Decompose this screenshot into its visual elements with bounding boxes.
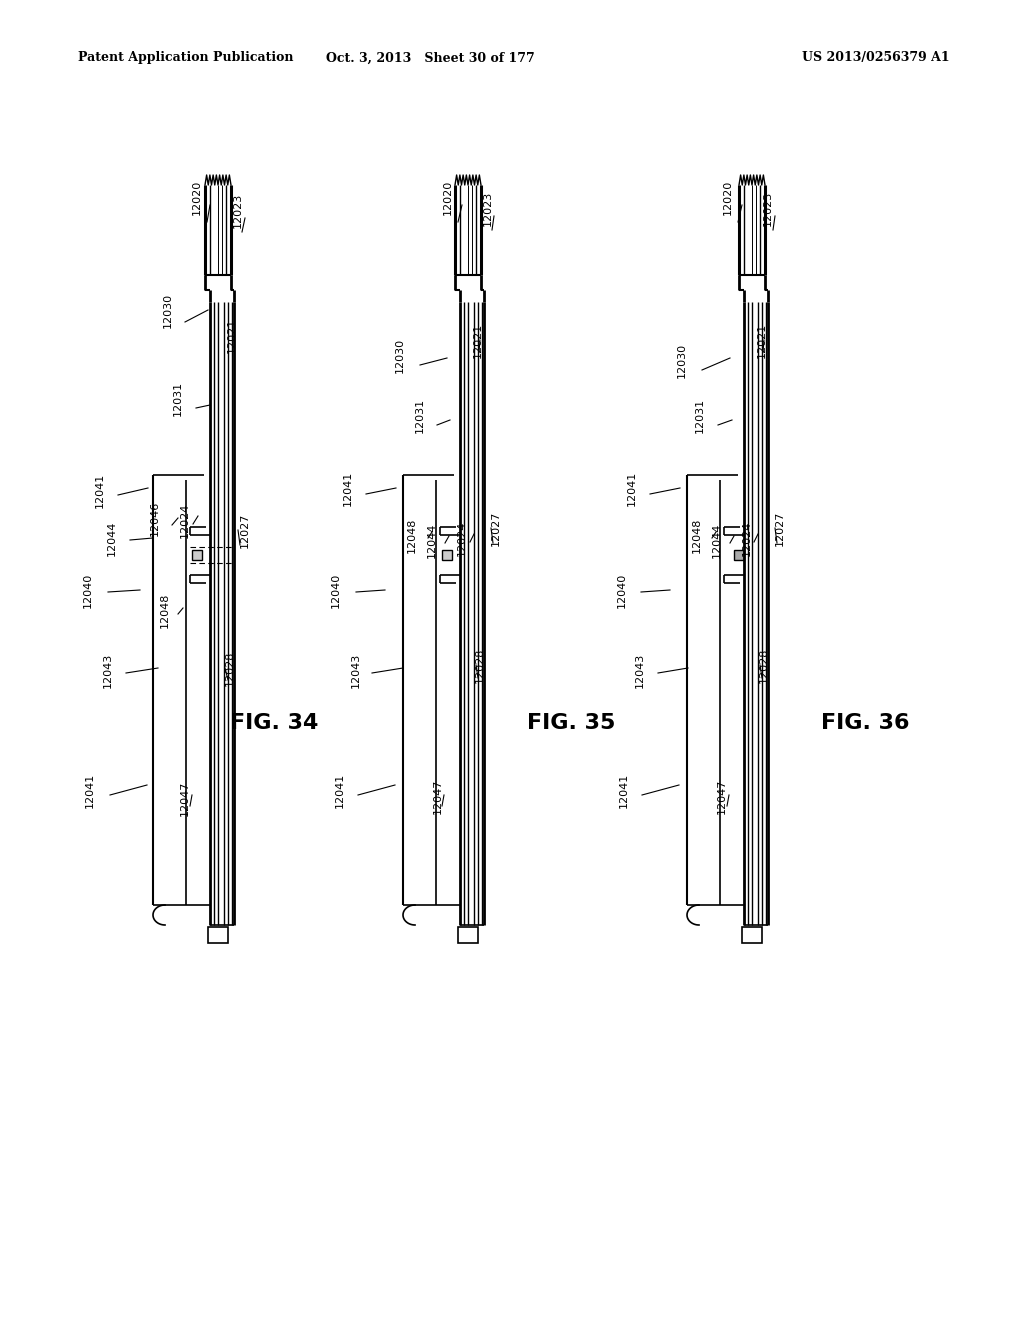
Text: 12028: 12028: [475, 647, 485, 682]
Text: 12041: 12041: [618, 772, 629, 808]
Text: 12047: 12047: [433, 779, 443, 813]
Text: 12023: 12023: [763, 190, 773, 226]
Text: 12030: 12030: [163, 293, 173, 327]
Text: 12041: 12041: [335, 772, 345, 808]
Text: 12031: 12031: [173, 380, 183, 416]
Text: 12044: 12044: [427, 523, 437, 557]
Text: 12031: 12031: [695, 397, 705, 433]
Text: 12043: 12043: [635, 652, 645, 688]
Text: Oct. 3, 2013   Sheet 30 of 177: Oct. 3, 2013 Sheet 30 of 177: [326, 51, 535, 65]
Text: 12041: 12041: [627, 470, 637, 506]
Text: 12020: 12020: [443, 180, 453, 215]
Text: 12047: 12047: [180, 780, 190, 816]
Text: 12020: 12020: [193, 180, 202, 215]
Text: 12041: 12041: [95, 473, 105, 508]
Text: 12023: 12023: [483, 190, 493, 226]
Text: 12024: 12024: [457, 520, 467, 556]
Text: 12046: 12046: [150, 500, 160, 536]
Text: 12041: 12041: [85, 772, 95, 808]
Text: 12047: 12047: [717, 779, 727, 813]
Text: 12027: 12027: [775, 511, 785, 545]
Text: Patent Application Publication: Patent Application Publication: [78, 51, 294, 65]
Text: FIG. 36: FIG. 36: [821, 713, 909, 734]
Text: 12021: 12021: [227, 317, 237, 352]
Text: FIG. 35: FIG. 35: [527, 713, 615, 734]
Text: US 2013/0256379 A1: US 2013/0256379 A1: [803, 51, 950, 65]
Text: 12024: 12024: [742, 520, 752, 556]
Text: 12030: 12030: [395, 338, 406, 372]
Text: 12040: 12040: [617, 573, 627, 607]
Text: 12044: 12044: [712, 523, 722, 557]
Text: 12021: 12021: [757, 322, 767, 358]
Text: 12043: 12043: [103, 652, 113, 688]
Text: 12021: 12021: [473, 322, 483, 358]
Text: 12024: 12024: [180, 503, 190, 537]
Text: FIG. 34: FIG. 34: [230, 713, 318, 734]
Bar: [442, 550, 452, 560]
Text: 12028: 12028: [225, 651, 234, 685]
Bar: [193, 550, 202, 560]
Text: 12041: 12041: [343, 470, 353, 506]
Bar: [742, 927, 762, 942]
Text: 12044: 12044: [106, 520, 117, 556]
Text: 12043: 12043: [351, 652, 361, 688]
Text: 12048: 12048: [407, 517, 417, 553]
Bar: [734, 550, 744, 560]
Text: 12048: 12048: [160, 593, 170, 628]
Bar: [458, 927, 478, 942]
Bar: [208, 927, 228, 942]
Text: 12031: 12031: [415, 397, 425, 433]
Text: 12048: 12048: [692, 517, 702, 553]
Text: 12023: 12023: [233, 193, 243, 227]
Text: 12030: 12030: [677, 342, 687, 378]
Text: 12027: 12027: [490, 511, 501, 545]
Text: 12028: 12028: [759, 647, 769, 682]
Text: 12040: 12040: [83, 573, 93, 607]
Text: 12040: 12040: [331, 573, 341, 607]
Text: 12020: 12020: [723, 180, 733, 215]
Text: 12027: 12027: [240, 512, 250, 548]
